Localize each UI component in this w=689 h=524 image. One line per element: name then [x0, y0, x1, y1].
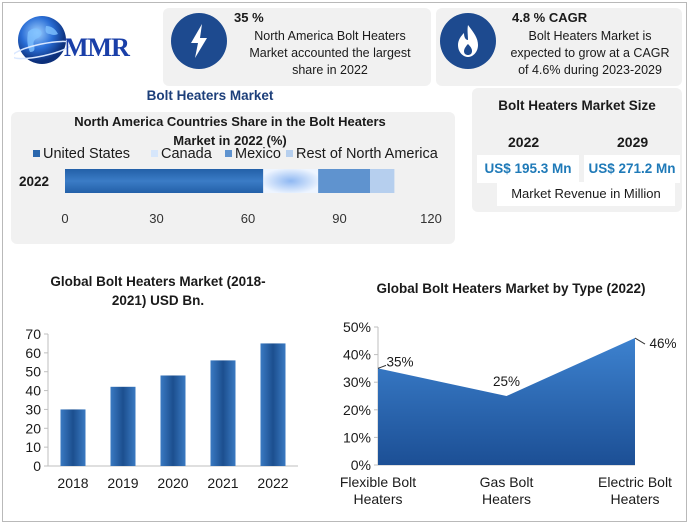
type-y-tick-1: 10% — [343, 429, 371, 445]
na-x-tick-30: 30 — [149, 211, 163, 226]
type-y-tick-5: 50% — [343, 319, 371, 335]
stat-share-line2: Market accounted the largest — [249, 46, 411, 60]
stat-share-line1: North America Bolt Heaters — [254, 29, 406, 43]
stat-share-headline: 35 % — [234, 10, 264, 25]
na-legend-label-3: Rest of North America — [296, 146, 439, 162]
global-y-tick-60: 60 — [25, 345, 41, 361]
na-legend-label-2: Mexico — [235, 146, 281, 162]
market-size-value-2029: US$ 271.2 Mn — [584, 155, 680, 183]
na-legend-swatch-1 — [151, 150, 158, 157]
global-y-tick-70: 70 — [25, 326, 41, 342]
type-area-chart: 0%10%20%30%40%50%Flexible BoltHeatersGas… — [340, 319, 677, 507]
na-legend-swatch-3 — [286, 150, 293, 157]
global-y-tick-30: 30 — [25, 401, 41, 417]
global-y-tick-50: 50 — [25, 364, 41, 380]
global-bar-2022 — [260, 343, 286, 466]
stat-cagr-headline: 4.8 % CAGR — [512, 10, 588, 25]
mmr-logo: MMR — [14, 10, 154, 72]
na-chart-title: North America Countries Share in the Bol… — [40, 112, 420, 150]
type-area: 35% 25% 46% — [377, 336, 677, 465]
type-x-tick-line1-0: Flexible Bolt — [340, 474, 416, 490]
market-size-year-2029: 2029 — [617, 134, 649, 150]
na-chart-title-line2: Market in 2022 (%) — [173, 133, 287, 148]
na-legend-label-1: Canada — [161, 146, 213, 162]
global-y-tick-20: 20 — [25, 420, 41, 436]
type-x-tick-line1-2: Electric Bolt — [598, 474, 672, 490]
global-y-tick-10: 10 — [25, 439, 41, 455]
global-x-tick-2022: 2022 — [257, 475, 288, 491]
lightning-icon — [171, 13, 227, 69]
market-size-note: Market Revenue in Million — [497, 182, 675, 206]
market-size-year-2022: 2022 — [508, 134, 540, 150]
stat-cagr-line2: expected to grow at a CAGR — [510, 46, 670, 60]
global-axes: 0 10 20 30 40 50 60 70 2018 2019 2020 2021 2022 — [25, 326, 298, 491]
na-category-label: 2022 — [19, 174, 49, 189]
type-leader-2 — [634, 337, 646, 345]
na-x-tick-120: 120 — [420, 211, 442, 226]
global-y-tick-40: 40 — [25, 383, 41, 399]
na-bars: 2022 — [19, 169, 395, 193]
type-leader-0 — [377, 364, 387, 369]
na-legend-label-0: United States — [43, 146, 130, 162]
type-x-tick-line2-1: Heaters — [482, 491, 531, 507]
na-x-tick-0: 0 — [61, 211, 68, 226]
type-y-tick-4: 40% — [343, 347, 371, 363]
stat-cagr-line1: Bolt Heaters Market is — [528, 29, 652, 43]
type-x-tick-line1-1: Gas Bolt — [480, 474, 534, 490]
logo-text: MMR — [64, 33, 130, 62]
market-size-title: Bolt Heaters Market Size — [498, 98, 656, 113]
global-x-tick-2020: 2020 — [157, 475, 188, 491]
na-legend-swatch-2 — [225, 150, 232, 157]
global-x-tick-2018: 2018 — [57, 475, 88, 491]
market-size-value-2022: US$ 195.3 Mn — [477, 155, 579, 183]
na-bar-segment-mexico — [318, 169, 370, 193]
stat-share-text: North America Bolt Heaters Market accoun… — [232, 28, 428, 79]
type-data-label-2: 46% — [649, 336, 676, 351]
global-bar-2019 — [110, 386, 136, 466]
global-x-tick-2021: 2021 — [207, 475, 238, 491]
type-axes: 0%10%20%30%40%50%Flexible BoltHeatersGas… — [340, 319, 672, 507]
na-x-axis: 0 30 60 90 120 — [61, 211, 441, 226]
page-title: Bolt Heaters Market — [146, 88, 274, 103]
na-legend-swatch-0 — [33, 150, 40, 157]
north-america-share-chart: United States Canada Mexico Rest of North A… — [19, 146, 442, 226]
global-bar-2020 — [160, 375, 186, 466]
global-title-line2: 2021) USD Bn. — [111, 293, 205, 308]
global-market-chart-title: Global Bolt Heaters Market (2018- 2021) … — [30, 272, 286, 310]
na-bar-segment-rest-of-north-america — [370, 169, 395, 193]
global-bars — [60, 343, 286, 466]
na-x-tick-90: 90 — [332, 211, 346, 226]
stat-cagr-text: Bolt Heaters Market is expected to grow … — [500, 28, 680, 79]
type-x-tick-line2-2: Heaters — [610, 491, 659, 507]
na-x-tick-60: 60 — [241, 211, 255, 226]
na-legend: United States Canada Mexico Rest of North A… — [33, 146, 439, 162]
global-x-tick-2019: 2019 — [107, 475, 138, 491]
type-y-tick-3: 30% — [343, 374, 371, 390]
type-y-tick-0: 0% — [351, 457, 371, 473]
global-title-line1: Global Bolt Heaters Market (2018- — [50, 274, 266, 289]
global-market-bar-chart: 0 10 20 30 40 50 60 70 2018 2019 2020 2021 2022 — [25, 326, 298, 491]
stat-share-line3: share in 2022 — [292, 63, 368, 77]
type-y-tick-2: 20% — [343, 402, 371, 418]
flame-icon — [440, 13, 496, 69]
na-bar-segment-united-states — [65, 169, 264, 193]
type-chart-title: Global Bolt Heaters Market by Type (2022… — [376, 281, 646, 296]
type-data-label-1: 25% — [493, 374, 520, 389]
global-bar-2021 — [210, 360, 236, 466]
type-x-tick-line2-0: Heaters — [353, 491, 402, 507]
na-bar-segment-canada — [263, 169, 319, 193]
global-y-tick-0: 0 — [33, 458, 41, 474]
type-data-label-0: 35% — [386, 354, 413, 369]
na-chart-title-line1: North America Countries Share in the Bol… — [74, 114, 386, 129]
globe-icon — [14, 16, 73, 64]
type-area-series — [378, 338, 635, 465]
global-bar-2018 — [60, 409, 86, 466]
stat-cagr-line3: of 4.6% during 2023-2029 — [518, 63, 662, 77]
